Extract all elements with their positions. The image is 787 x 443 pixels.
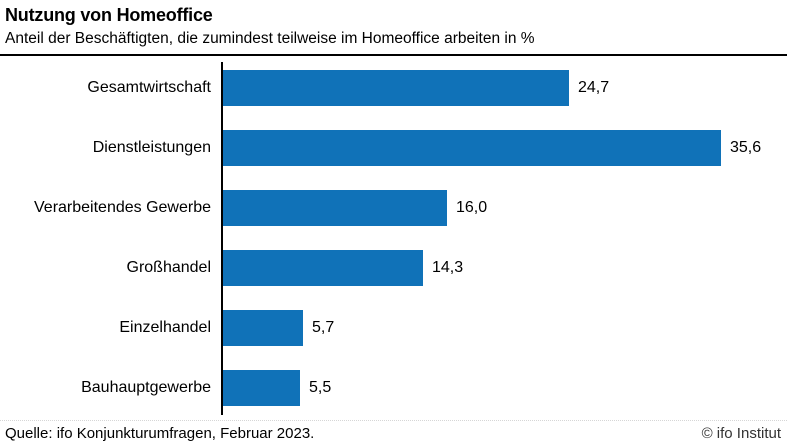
header-divider: [0, 53, 787, 56]
chart-footer: Quelle: ifo Konjunkturumfragen, Februar …: [0, 419, 787, 442]
chart-row: Großhandel 14,3: [0, 249, 787, 286]
plot-cell: 5,5: [223, 369, 787, 406]
category-label: Gesamtwirtschaft: [87, 79, 211, 97]
chart-row: Bauhauptgewerbe 5,5: [0, 369, 787, 406]
copyright-note: © ifo Institut: [701, 424, 781, 442]
source-note: Quelle: ifo Konjunkturumfragen, Februar …: [5, 424, 315, 442]
bar: [223, 69, 569, 106]
plot-cell: 16,0: [223, 189, 787, 226]
plot-cell: 5,7: [223, 309, 787, 346]
plot-cell: 35,6: [223, 129, 787, 166]
plot-cell: 14,3: [223, 249, 787, 286]
value-label: 5,5: [309, 378, 332, 396]
chart-subtitle: Anteil der Beschäftigten, die zumindest …: [5, 29, 535, 47]
category-label: Dienstleistungen: [92, 139, 211, 157]
bar: [223, 249, 423, 286]
value-label: 14,3: [432, 258, 464, 276]
chart-row: Verarbeitendes Gewerbe 16,0: [0, 189, 787, 226]
chart-title: Nutzung von Homeoffice: [5, 5, 213, 25]
bar: [223, 309, 303, 346]
chart-header: Nutzung von Homeoffice Anteil der Beschä…: [0, 0, 787, 48]
value-label: 24,7: [578, 78, 610, 96]
chart-row: Einzelhandel 5,7: [0, 309, 787, 346]
category-label: Einzelhandel: [119, 319, 211, 337]
value-label: 35,6: [730, 138, 762, 156]
category-label: Großhandel: [126, 259, 212, 277]
plot-cell: 24,7: [223, 69, 787, 106]
value-label: 16,0: [456, 198, 488, 216]
bar: [223, 369, 300, 406]
bar-chart: Gesamtwirtschaft 24,7 Dienstleistungen 35,6…: [0, 61, 787, 415]
category-label: Bauhauptgewerbe: [81, 379, 211, 397]
chart-row: Gesamtwirtschaft 24,7: [0, 69, 787, 106]
category-label: Verarbeitendes Gewerbe: [34, 199, 211, 217]
bar: [223, 189, 447, 226]
bar: [223, 129, 721, 166]
value-label: 5,7: [312, 318, 335, 336]
y-axis-line: [221, 61, 223, 415]
chart-row: Dienstleistungen 35,6: [0, 129, 787, 166]
